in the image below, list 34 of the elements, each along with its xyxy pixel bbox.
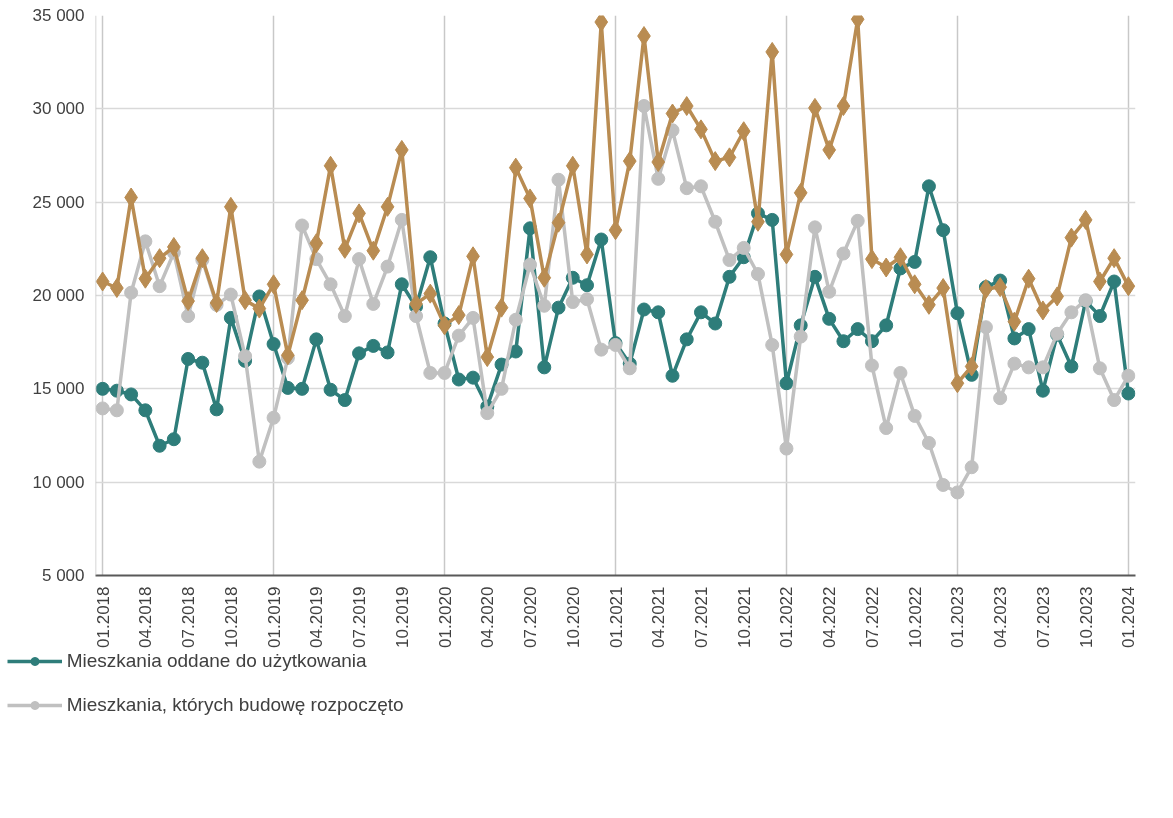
x-tick-label: 10.2021 xyxy=(734,586,754,648)
x-tick-label: 04.2018 xyxy=(136,586,156,648)
y-tick-label: 30 000 xyxy=(32,99,85,119)
x-tick-label: 04.2023 xyxy=(991,586,1011,648)
y-tick-label: 20 000 xyxy=(32,286,85,305)
y-tick-label: 5 000 xyxy=(41,566,85,585)
legend-label: Mieszkania, których budowę rozpoczęto xyxy=(66,694,404,716)
x-tick-label: 01.2018 xyxy=(93,586,113,648)
legend-label: Mieszkania oddane do użytkowania xyxy=(66,650,367,672)
y-tick-label: 10 000 xyxy=(32,472,85,492)
x-tick-label: 04.2022 xyxy=(820,586,840,648)
x-tick-label: 07.2022 xyxy=(862,586,882,648)
x-tick-label: 01.2024 xyxy=(1119,586,1139,648)
x-tick-label: 10.2018 xyxy=(221,586,241,648)
x-tick-label: 01.2022 xyxy=(777,586,797,648)
x-tick-label: 10.2020 xyxy=(563,586,583,648)
y-tick-label: 15 000 xyxy=(32,379,85,399)
x-tick-label: 10.2022 xyxy=(905,586,925,648)
x-tick-label: 07.2019 xyxy=(350,586,370,648)
x-tick-label: 01.2021 xyxy=(606,586,626,648)
x-tick-label: 01.2023 xyxy=(948,586,968,648)
x-tick-label: 07.2023 xyxy=(1033,586,1053,648)
x-tick-label: 01.2020 xyxy=(435,586,455,648)
y-tick-label: 25 000 xyxy=(32,192,85,212)
x-tick-label: 07.2020 xyxy=(521,586,541,648)
x-tick-label: 01.2019 xyxy=(264,586,284,648)
y-tick-label: 35 000 xyxy=(32,6,85,25)
x-tick-label: 04.2021 xyxy=(649,586,669,648)
x-tick-label: 10.2023 xyxy=(1076,586,1096,648)
x-tick-label: 04.2019 xyxy=(307,586,327,648)
x-tick-label: 07.2021 xyxy=(691,586,711,648)
x-tick-label: 10.2019 xyxy=(392,586,412,648)
x-tick-label: 04.2020 xyxy=(478,586,498,648)
x-tick-label: 07.2018 xyxy=(179,586,199,648)
